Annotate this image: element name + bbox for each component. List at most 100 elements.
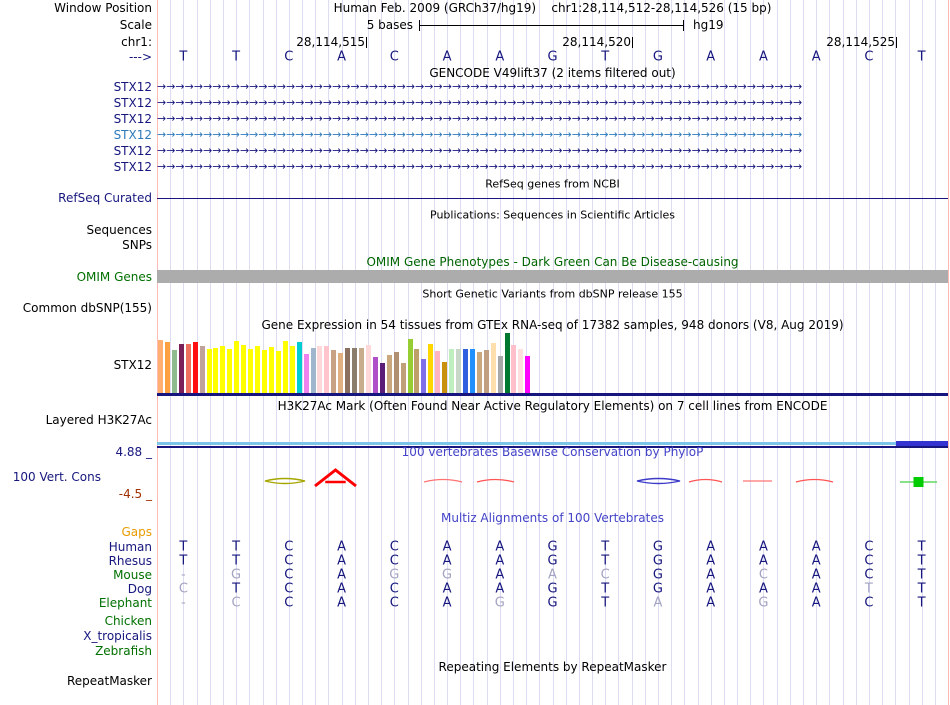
gtex-tissue-bar[interactable] bbox=[164, 342, 170, 393]
gtex-tissue-bar[interactable] bbox=[386, 355, 392, 393]
gtex-tissue-bar[interactable] bbox=[379, 363, 385, 393]
gtex-tissue-bar[interactable] bbox=[220, 346, 226, 393]
h3k27ac-title[interactable]: H3K27Ac Mark (Often Found Near Active Re… bbox=[277, 399, 828, 413]
gtex-tissue-bar[interactable] bbox=[206, 349, 212, 393]
common-dbsnp-label[interactable]: Common dbSNP(155) bbox=[22, 301, 152, 315]
gene-label[interactable]: STX12 bbox=[113, 96, 152, 110]
gtex-tissue-bar[interactable] bbox=[490, 343, 496, 393]
gtex-tissue-bar[interactable] bbox=[268, 347, 274, 393]
gene-exon-arrows[interactable]: →→→→→→→→→→→→→→→→→→→→→→→→→→→→→→→→→→→→→→→→… bbox=[157, 112, 803, 125]
gene-label[interactable]: STX12 bbox=[113, 160, 152, 174]
gtex-tissue-bar[interactable] bbox=[400, 363, 406, 393]
refseq-curated-line[interactable] bbox=[157, 198, 948, 199]
gtex-tissue-bar[interactable] bbox=[476, 352, 482, 393]
gtex-tissue-bar[interactable] bbox=[213, 348, 219, 393]
gtex-tissue-bar[interactable] bbox=[497, 356, 503, 393]
gtex-tissue-bar[interactable] bbox=[352, 348, 357, 393]
gtex-tissue-bar[interactable] bbox=[428, 344, 434, 393]
omim-gene-bar[interactable] bbox=[157, 270, 948, 283]
gtex-tissue-bar[interactable] bbox=[178, 344, 184, 393]
conservation-glyphs[interactable] bbox=[157, 464, 948, 498]
dbsnp-title[interactable]: Short Genetic Variants from dbSNP releas… bbox=[422, 287, 683, 301]
phylop-title[interactable]: 100 vertebrates Basewise Conservation by… bbox=[401, 445, 704, 459]
gaps-label[interactable]: Gaps bbox=[121, 525, 152, 539]
gtex-tissue-bar[interactable] bbox=[234, 341, 240, 393]
omim-title[interactable]: OMIM Gene Phenotypes - Dark Green Can Be… bbox=[366, 255, 739, 269]
gtex-tissue-bar[interactable] bbox=[407, 339, 413, 393]
gtex-tissue-bar[interactable] bbox=[324, 346, 330, 393]
gtex-tissue-bar[interactable] bbox=[449, 349, 455, 393]
gtex-tissue-bar[interactable] bbox=[345, 348, 351, 393]
gtex-tissue-bar[interactable] bbox=[282, 341, 288, 393]
omim-genes-label[interactable]: OMIM Genes bbox=[76, 270, 152, 284]
gtex-tissue-bar[interactable] bbox=[483, 350, 489, 393]
gene-exon-arrows[interactable]: →→→→→→→→→→→→→→→→→→→→→→→→→→→→→→→→→→→→→→→→… bbox=[157, 80, 803, 93]
species-label[interactable]: Human bbox=[108, 540, 152, 554]
gtex-tissue-bar[interactable] bbox=[511, 345, 517, 393]
gtex-tissue-bar[interactable] bbox=[261, 350, 267, 393]
publications-title[interactable]: Publications: Sequences in Scientific Ar… bbox=[430, 208, 675, 222]
gtex-tissue-bar[interactable] bbox=[289, 346, 295, 393]
multiz-title[interactable]: Multiz Alignments of 100 Vertebrates bbox=[440, 511, 665, 525]
snps-label[interactable]: SNPs bbox=[122, 238, 152, 252]
h3k27ac-label[interactable]: Layered H3K27Ac bbox=[45, 413, 152, 427]
repeatmasker-title[interactable]: Repeating Elements by RepeatMasker bbox=[438, 660, 667, 674]
gtex-tissue-bar[interactable] bbox=[255, 346, 260, 393]
species-label[interactable]: Elephant bbox=[98, 596, 152, 610]
gtex-tissue-bar[interactable] bbox=[469, 349, 475, 393]
h3k27ac-navy-signal[interactable] bbox=[157, 446, 948, 448]
gene-label[interactable]: STX12 bbox=[113, 80, 152, 94]
gtex-tissue-bar[interactable] bbox=[359, 348, 364, 393]
gtex-tissue-bar[interactable] bbox=[199, 346, 205, 393]
gtex-tissue-bar[interactable] bbox=[393, 352, 399, 393]
species-label[interactable]: X_tropicalis bbox=[83, 629, 152, 643]
gtex-tissue-bar[interactable] bbox=[248, 349, 254, 393]
species-label[interactable]: Chicken bbox=[104, 614, 152, 628]
gencode-title[interactable]: GENCODE V49lift37 (2 items filtered out) bbox=[429, 66, 676, 80]
gene-label[interactable]: STX12 bbox=[113, 112, 152, 126]
sequences-label[interactable]: Sequences bbox=[86, 223, 152, 237]
refseq-curated-label[interactable]: RefSeq Curated bbox=[58, 191, 152, 205]
gtex-tissue-bar[interactable] bbox=[504, 333, 510, 393]
gtex-tissue-bar[interactable] bbox=[456, 349, 461, 393]
gtex-tissue-bar[interactable] bbox=[518, 349, 524, 393]
gene-exon-arrows[interactable]: →→→→→→→→→→→→→→→→→→→→→→→→→→→→→→→→→→→→→→→→… bbox=[157, 160, 803, 173]
gtex-tissue-bar[interactable] bbox=[421, 359, 427, 393]
gtex-tissue-bar[interactable] bbox=[331, 350, 337, 393]
gtex-tissue-bar[interactable] bbox=[303, 354, 309, 393]
gtex-tissue-bar[interactable] bbox=[241, 345, 247, 393]
vert-cons-label[interactable]: 100 Vert. Cons bbox=[12, 470, 101, 484]
gtex-tissue-bar[interactable] bbox=[435, 351, 441, 393]
gtex-tissue-bar[interactable] bbox=[338, 353, 344, 393]
gtex-tissue-bar[interactable] bbox=[317, 346, 323, 393]
gene-label[interactable]: STX12 bbox=[113, 128, 152, 142]
species-label[interactable]: Rhesus bbox=[108, 554, 152, 568]
refseq-title[interactable]: RefSeq genes from NCBI bbox=[485, 177, 620, 191]
gtex-tissue-bar[interactable] bbox=[365, 345, 371, 393]
species-label[interactable]: Zebrafish bbox=[95, 644, 152, 658]
gtex-tissue-bar[interactable] bbox=[227, 349, 233, 393]
gtex-tissue-bar[interactable] bbox=[185, 344, 191, 393]
gtex-gene-label[interactable]: STX12 bbox=[113, 358, 152, 372]
h3k27ac-skyblue-signal[interactable] bbox=[157, 442, 896, 445]
gtex-tissue-bar[interactable] bbox=[414, 349, 420, 393]
species-label[interactable]: Dog bbox=[127, 582, 152, 596]
gene-label[interactable]: STX12 bbox=[113, 144, 152, 158]
gtex-tissue-bar[interactable] bbox=[275, 351, 281, 393]
gtex-tissue-bar[interactable] bbox=[442, 362, 448, 393]
gtex-tissue-bar[interactable] bbox=[171, 350, 177, 393]
gtex-tissue-bar[interactable] bbox=[296, 342, 302, 393]
gene-exon-arrows[interactable]: →→→→→→→→→→→→→→→→→→→→→→→→→→→→→→→→→→→→→→→→… bbox=[157, 96, 803, 109]
gene-exon-arrows[interactable]: →→→→→→→→→→→→→→→→→→→→→→→→→→→→→→→→→→→→→→→→… bbox=[157, 128, 803, 141]
gtex-tissue-bar[interactable] bbox=[310, 348, 316, 393]
gtex-tissue-bar[interactable] bbox=[372, 357, 378, 393]
gtex-title[interactable]: Gene Expression in 54 tissues from GTEx … bbox=[261, 318, 844, 332]
gtex-tissue-bar[interactable] bbox=[158, 340, 163, 393]
gtex-tissue-bar[interactable] bbox=[192, 342, 198, 393]
gene-exon-arrows[interactable]: →→→→→→→→→→→→→→→→→→→→→→→→→→→→→→→→→→→→→→→→… bbox=[157, 144, 803, 157]
repeatmasker-label[interactable]: RepeatMasker bbox=[66, 674, 152, 688]
h3k27ac-royalblue-signal[interactable] bbox=[896, 441, 948, 446]
species-label[interactable]: Mouse bbox=[113, 568, 152, 582]
gtex-tissue-bar[interactable] bbox=[525, 356, 531, 393]
gtex-tissue-bar[interactable] bbox=[462, 349, 468, 393]
